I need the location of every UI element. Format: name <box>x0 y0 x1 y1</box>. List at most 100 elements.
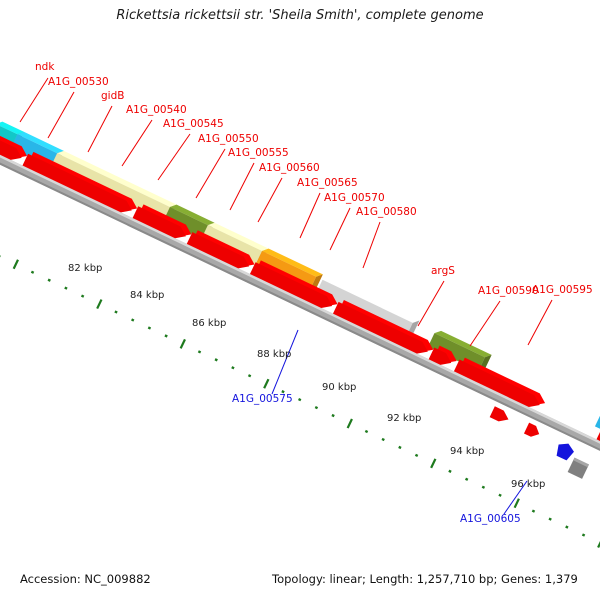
feature-pentagon-blue[interactable] <box>554 440 576 462</box>
ruler-label: 88 kbp <box>257 349 291 360</box>
gene-label-text[interactable]: A1G_00565 <box>297 177 358 189</box>
gene-red-7-face <box>428 347 452 365</box>
ruler-label: 82 kbp <box>68 263 102 274</box>
ruler-tick-minor <box>531 509 536 513</box>
gene-label-text[interactable]: A1G_00555 <box>228 147 289 159</box>
ruler-tick-minor <box>231 366 235 370</box>
gene-label-text[interactable]: ndk <box>35 61 55 73</box>
ruler-tick-minor <box>498 493 502 497</box>
arrow-small-2[interactable] <box>523 422 542 440</box>
gene-red-4[interactable] <box>186 229 257 274</box>
gene-label-text[interactable]: argS <box>431 265 455 277</box>
block-lightgray-top <box>322 277 420 323</box>
gene-label-text[interactable]: A1G_00560 <box>259 162 320 174</box>
gene-label-a1g_00550[interactable]: A1G_00550 <box>195 133 259 199</box>
gene-red-2[interactable] <box>22 150 139 218</box>
gene-label-text[interactable]: A1G_00575 <box>232 393 293 405</box>
leader-line <box>271 329 299 395</box>
block-olive-1-top <box>169 204 215 226</box>
gene-label-text[interactable]: A1G_00590 <box>478 285 539 297</box>
gene-label-text[interactable]: A1G_00545 <box>163 118 224 130</box>
gene-label-args[interactable]: argS <box>417 265 455 327</box>
reverse-strand-features[interactable] <box>550 437 600 600</box>
ruler-tick-minor <box>30 270 35 274</box>
gene-label-a1g_00530[interactable]: A1G_00530 <box>47 76 109 139</box>
block-olive-2-top <box>434 330 492 358</box>
gene-label-text[interactable]: A1G_00550 <box>198 133 259 145</box>
ruler-tick-minor <box>414 453 419 458</box>
gene-label-a1g_00570[interactable]: A1G_00570 <box>324 192 385 251</box>
feature-pentagon-blue-face <box>556 443 574 461</box>
gene-label-a1g_00595[interactable]: A1G_00595 <box>527 284 593 346</box>
gene-red-7[interactable] <box>428 344 460 371</box>
leader-line <box>157 133 191 181</box>
gene-red-1[interactable] <box>0 130 30 165</box>
ruler-tick-minor <box>64 286 68 290</box>
small-gene-arrows[interactable] <box>489 406 600 600</box>
gene-label-text[interactable]: gidB <box>101 90 124 102</box>
gene-label-text[interactable]: A1G_00570 <box>324 192 385 204</box>
ruler-tick-track <box>0 254 600 548</box>
leader-line <box>362 221 381 269</box>
gene-red-5[interactable] <box>249 259 340 314</box>
block-olive-1-face <box>163 207 208 239</box>
leader-line <box>503 480 528 515</box>
leader-line <box>87 105 113 153</box>
block-teal-top <box>0 121 25 135</box>
ruler-tick-minor <box>164 334 168 338</box>
ruler-tick-minor <box>247 374 252 378</box>
gene-label-a1g_00590[interactable]: A1G_00590 <box>469 285 539 347</box>
page-title: Rickettsia rickettsii str. 'Sheila Smith… <box>116 8 484 23</box>
gene-label-blue-layer[interactable]: A1G_00575 A1G_00605 <box>232 329 528 525</box>
gene-label-a1g_00555[interactable]: A1G_00555 <box>228 147 289 211</box>
gene-label-text[interactable]: A1G_00580 <box>356 206 417 218</box>
gene-red-6[interactable] <box>332 298 436 359</box>
leader-line <box>229 162 255 211</box>
block-khaki-1-top <box>57 150 177 208</box>
forward-gene-arrows[interactable] <box>0 130 600 600</box>
gene-label-text[interactable]: A1G_00540 <box>126 104 187 116</box>
leader-line <box>19 77 49 123</box>
ruler-tick-minor <box>364 429 369 434</box>
feature-square-gray[interactable] <box>567 457 589 479</box>
gene-red-8[interactable] <box>453 356 548 413</box>
gene-red-4-face <box>186 232 250 269</box>
arrow-small-1[interactable] <box>489 406 511 425</box>
gene-label-text[interactable]: A1G_00595 <box>532 284 593 296</box>
gene-label-a1g_00575[interactable]: A1G_00575 <box>232 329 299 405</box>
gene-red-3[interactable] <box>132 203 194 244</box>
ruler-tick-minor <box>147 326 152 330</box>
ruler-tick-minor <box>398 445 402 450</box>
block-khaki-1-face <box>50 153 170 221</box>
ruler-tick-minor <box>47 278 51 282</box>
gene-label-a1g_00580[interactable]: A1G_00580 <box>356 206 417 269</box>
ruler-label: 90 kbp <box>322 382 356 393</box>
ruler-tick-minor <box>481 485 486 489</box>
gene-label-a1g_00540[interactable]: A1G_00540 <box>121 104 187 167</box>
gene-label-a1g_00560[interactable]: A1G_00560 <box>257 162 320 223</box>
leader-line <box>417 280 445 327</box>
ruler-tick-minor <box>548 517 552 521</box>
arrow-small-2-face <box>523 422 540 437</box>
ruler-label: 96 kbp <box>511 479 545 490</box>
gene-label-text[interactable]: A1G_00605 <box>460 513 521 525</box>
gene-label-a1g_00545[interactable]: A1G_00545 <box>157 118 224 181</box>
ruler-tick-minor <box>197 350 202 354</box>
gene-red-1-face <box>0 133 22 160</box>
ruler-tick-minor <box>581 533 586 537</box>
leader-line <box>469 300 501 347</box>
ruler-tick-minor <box>314 405 319 410</box>
gene-label-a1g_00605[interactable]: A1G_00605 <box>460 480 528 525</box>
gene-label-gidb[interactable]: gidB <box>87 90 124 153</box>
gene-label-a1g_00565[interactable]: A1G_00565 <box>297 177 358 239</box>
genome-axis-backbone[interactable] <box>0 141 600 600</box>
genome-stats-text: Topology: linear; Length: 1,257,710 bp; … <box>272 572 578 586</box>
ruler-tick-minor <box>298 398 302 402</box>
ruler-tick-major <box>513 498 520 509</box>
gene-label-text[interactable]: A1G_00530 <box>48 76 109 88</box>
gene-label-ndk[interactable]: ndk <box>19 61 55 123</box>
ruler-tick-major <box>597 538 600 548</box>
